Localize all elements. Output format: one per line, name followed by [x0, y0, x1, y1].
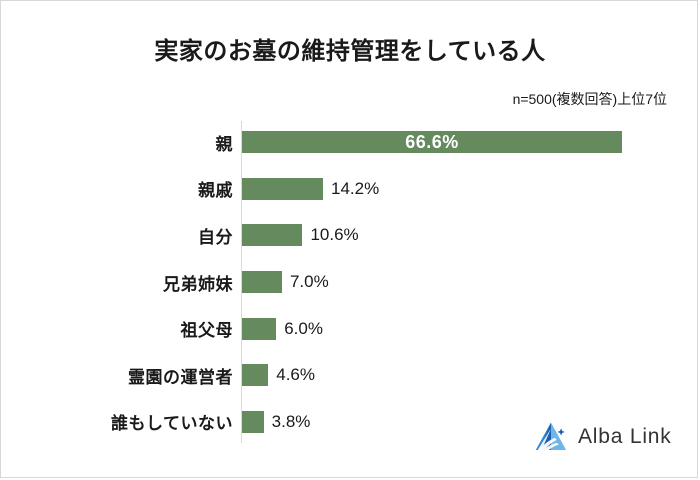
category-label: 親戚 [198, 181, 233, 201]
bar-container: 66.6% [242, 119, 622, 166]
bar [242, 177, 324, 200]
bar-row: 親 66.6% [1, 119, 699, 166]
brand-name: Alba Link [578, 425, 672, 448]
brand-logo: Alba Link [533, 419, 672, 455]
bar [242, 410, 264, 433]
bar [242, 224, 303, 247]
category-label: 誰もしていない [111, 414, 233, 434]
category-label: 兄弟姉妹 [163, 274, 233, 294]
bar-value-label: 4.6% [276, 365, 315, 385]
chart-title: 実家のお墓の維持管理をしている人 [154, 38, 546, 65]
bar [242, 271, 282, 294]
bar-row: 親戚 14.2% [1, 166, 699, 213]
bar-container: 7.0% [242, 259, 329, 306]
category-label: 霊園の運営者 [128, 367, 233, 387]
bar-row: 兄弟姉妹 7.0% [1, 259, 699, 306]
category-label: 自分 [198, 227, 233, 247]
bar-row: 祖父母 6.0% [1, 305, 699, 352]
bar: 66.6% [242, 131, 622, 154]
chart-sample-size-note: n=500(複数回答)上位7位 [512, 91, 667, 107]
bar-value-label: 7.0% [289, 272, 329, 292]
bar-rows: 親 66.6% 親戚 14.2% 自分 10.6% 兄弟姉妹 7.0% 祖父母 6.0% 霊園の運営… [1, 119, 699, 445]
bar-container: 3.8% [242, 399, 310, 446]
bar-value-label: 66.6% [405, 131, 459, 152]
bar-container: 4.6% [242, 352, 315, 399]
bar [242, 317, 277, 340]
bar-row: 自分 10.6% [1, 212, 699, 259]
bar-value-label: 3.8% [271, 411, 311, 431]
bar-value-label: 14.2% [331, 178, 380, 198]
bar-row: 霊園の運営者 4.6% [1, 352, 699, 399]
mountain-triangle-logo-icon [535, 422, 567, 450]
bar-row: 誰もしていない 3.8% [1, 399, 699, 446]
bar [242, 364, 269, 387]
bar-value-label: 10.6% [310, 225, 359, 245]
bar-container: 6.0% [242, 305, 323, 352]
bar-container: 14.2% [242, 166, 379, 213]
category-label: 祖父母 [180, 321, 233, 341]
y-axis-line [241, 121, 242, 443]
plot-area: 親 66.6% 親戚 14.2% 自分 10.6% 兄弟姉妹 7.0% 祖父母 6.0% 霊園の運営… [1, 119, 699, 445]
bar-container: 10.6% [242, 212, 359, 259]
bar-value-label: 6.0% [284, 318, 323, 338]
category-label: 親 [215, 134, 233, 154]
